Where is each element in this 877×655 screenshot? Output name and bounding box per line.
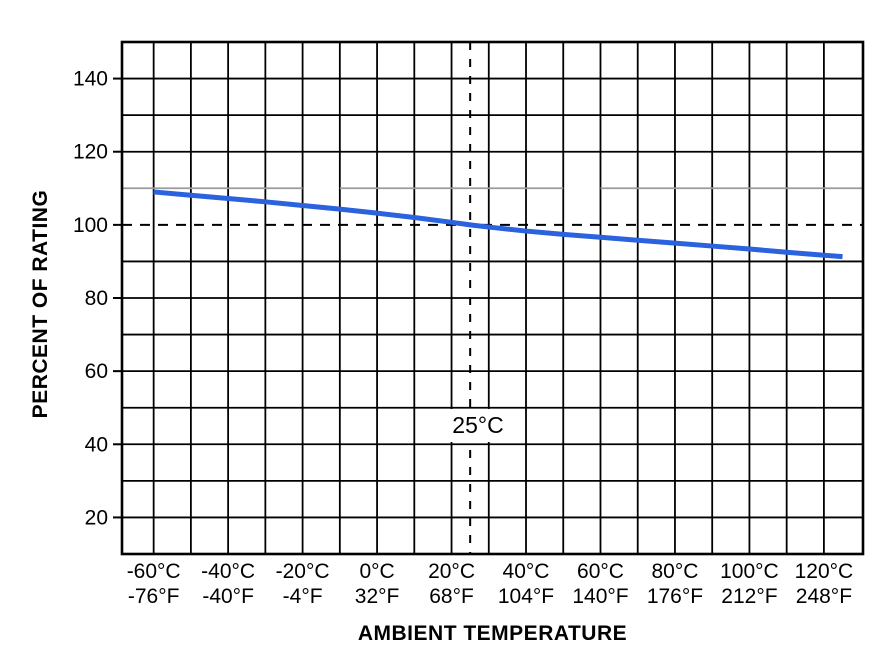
x-tick-label-fahrenheit: -4°F: [283, 585, 323, 608]
y-tick-label: 80: [85, 287, 108, 310]
x-tick-label-fahrenheit: -40°F: [202, 585, 254, 608]
x-tick-label-fahrenheit: 68°F: [429, 585, 474, 608]
x-tick-label-celsius: 120°C: [795, 560, 854, 583]
x-tick-label-fahrenheit: 248°F: [796, 585, 852, 608]
x-tick-label-fahrenheit: 212°F: [721, 585, 777, 608]
x-tick-label-fahrenheit: 140°F: [572, 585, 628, 608]
x-tick-label-fahrenheit: 104°F: [498, 585, 554, 608]
x-tick-label-celsius: 40°C: [503, 560, 550, 583]
x-axis-title: AMBIENT TEMPERATURE: [357, 622, 628, 645]
y-tick-label: 120: [73, 141, 108, 164]
x-tick-label-celsius: 100°C: [720, 560, 779, 583]
reference-lines-group: [122, 42, 863, 554]
plot-frame-group: [113, 40, 865, 556]
y-axis-title: PERCENT OF RATING: [29, 189, 52, 419]
x-tick-label-fahrenheit: 32°F: [355, 585, 400, 608]
y-tick-label: 140: [73, 68, 108, 91]
data-series-group: [153, 189, 843, 260]
reference-temperature-annotation: 25°C: [445, 409, 511, 442]
y-tick-label: 60: [85, 360, 108, 383]
x-tick-label-celsius: 20°C: [428, 560, 475, 583]
x-tick-label-celsius: 0°C: [359, 560, 394, 583]
tick-labels-group: 20 40 60 80 100 120 140 -60°C-76°F -40°C-40°F -20…: [73, 68, 853, 608]
y-tick-label: 40: [85, 433, 108, 456]
x-tick-label-fahrenheit: -76°F: [128, 585, 180, 608]
x-tick-label-celsius: -60°C: [127, 560, 181, 583]
y-tick-label: 100: [73, 214, 108, 237]
x-tick-label-fahrenheit: 176°F: [647, 585, 703, 608]
gridlines-group: [122, 42, 863, 554]
x-tick-label-celsius: -20°C: [276, 560, 330, 583]
y-tick-label: 20: [85, 506, 108, 529]
x-tick-label-celsius: 80°C: [651, 560, 698, 583]
x-tick-label-celsius: -40°C: [201, 560, 255, 583]
x-tick-label-celsius: 60°C: [577, 560, 624, 583]
derating-curve: [153, 189, 843, 260]
